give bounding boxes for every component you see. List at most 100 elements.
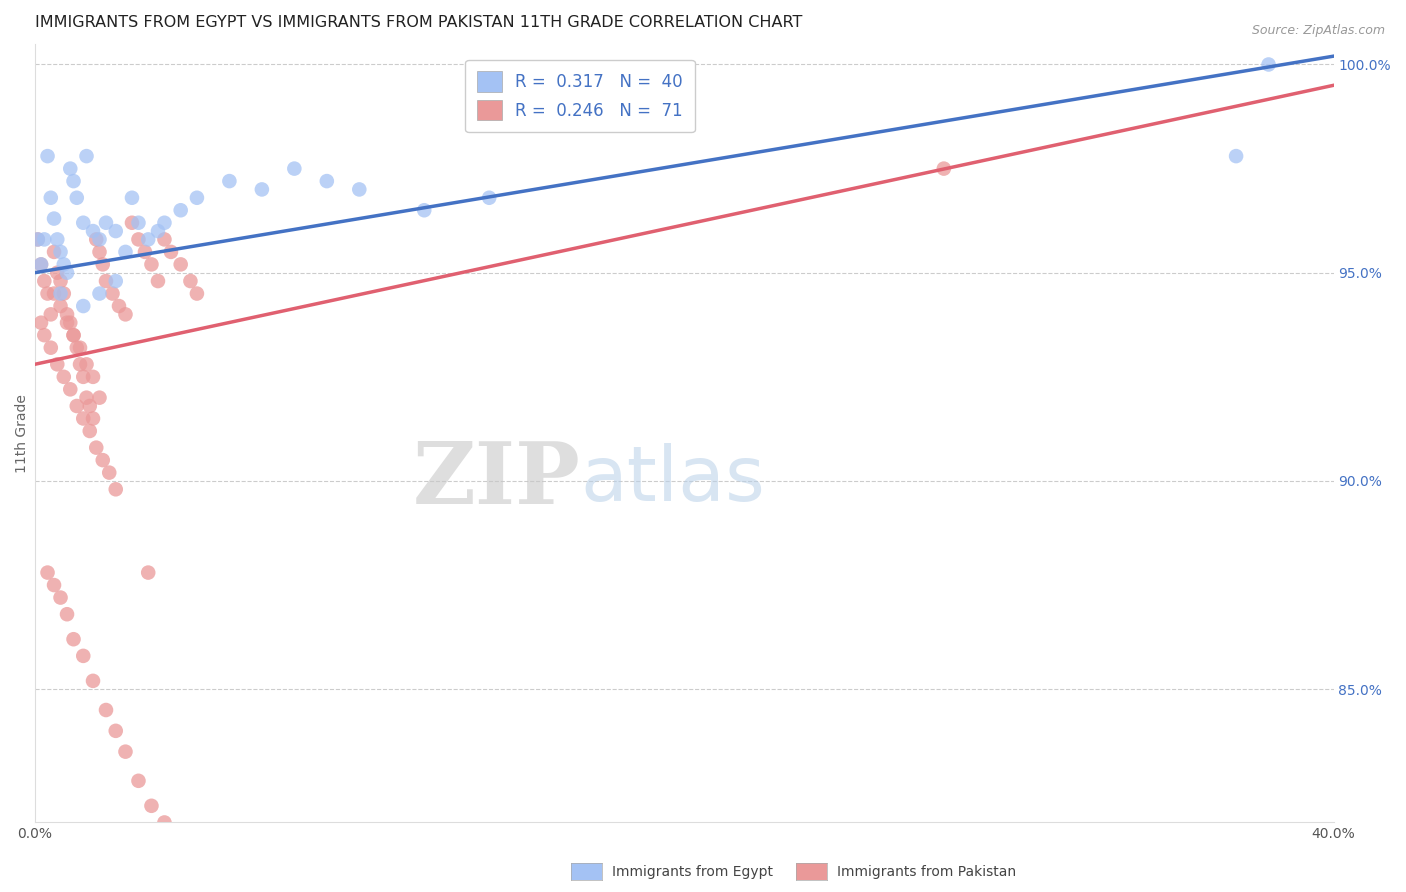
Point	[127, 232, 149, 246]
Point	[79, 399, 101, 413]
Point	[52, 286, 75, 301]
Point	[94, 703, 117, 717]
Point	[30, 257, 52, 271]
Point	[62, 174, 84, 188]
Point	[34, 232, 56, 246]
Legend: R =  0.317   N =  40, R =  0.246   N =  71: R = 0.317 N = 40, R = 0.246 N = 71	[465, 60, 695, 132]
Point	[121, 191, 143, 205]
Point	[42, 578, 65, 592]
Point	[478, 191, 501, 205]
Point	[89, 391, 111, 405]
Point	[170, 257, 193, 271]
Point	[104, 483, 127, 497]
Point	[1257, 57, 1279, 71]
Point	[104, 224, 127, 238]
Point	[349, 182, 371, 196]
Point	[179, 274, 201, 288]
Point	[62, 328, 84, 343]
Text: Source: ZipAtlas.com: Source: ZipAtlas.com	[1251, 24, 1385, 37]
Point	[30, 257, 52, 271]
Point	[136, 232, 159, 246]
Point	[91, 257, 114, 271]
Text: ZIP: ZIP	[412, 438, 581, 522]
Point	[94, 216, 117, 230]
Point	[146, 224, 169, 238]
Point	[84, 441, 107, 455]
Point	[59, 316, 82, 330]
Point	[56, 307, 79, 321]
Point	[52, 369, 75, 384]
Point	[186, 286, 208, 301]
Point	[89, 232, 111, 246]
Point	[27, 232, 49, 246]
Point	[39, 341, 62, 355]
Point	[72, 216, 94, 230]
Point	[49, 286, 72, 301]
Point	[104, 274, 127, 288]
Point	[413, 203, 436, 218]
Point	[89, 244, 111, 259]
Point	[56, 316, 79, 330]
Point	[72, 299, 94, 313]
Point	[82, 411, 104, 425]
Point	[76, 391, 98, 405]
Point	[153, 216, 176, 230]
Point	[66, 191, 89, 205]
Point	[42, 244, 65, 259]
Point	[108, 299, 131, 313]
Point	[127, 773, 149, 788]
Point	[84, 232, 107, 246]
Point	[160, 244, 183, 259]
Point	[49, 591, 72, 605]
Point	[72, 369, 94, 384]
Text: Immigrants from Pakistan: Immigrants from Pakistan	[837, 865, 1015, 880]
Point	[69, 341, 91, 355]
Text: Immigrants from Egypt: Immigrants from Egypt	[612, 865, 773, 880]
Point	[82, 673, 104, 688]
Point	[141, 798, 163, 813]
Point	[30, 316, 52, 330]
Point	[153, 815, 176, 830]
Point	[27, 232, 49, 246]
Y-axis label: 11th Grade: 11th Grade	[15, 393, 30, 473]
Point	[46, 232, 69, 246]
Point	[82, 224, 104, 238]
Point	[146, 274, 169, 288]
Point	[218, 174, 240, 188]
Point	[82, 369, 104, 384]
Point	[72, 411, 94, 425]
Point	[932, 161, 955, 176]
Point	[39, 307, 62, 321]
Point	[98, 466, 121, 480]
Point	[136, 566, 159, 580]
Point	[49, 274, 72, 288]
Point	[121, 216, 143, 230]
Point	[250, 182, 273, 196]
Point	[127, 216, 149, 230]
Point	[37, 286, 59, 301]
Point	[49, 244, 72, 259]
Point	[315, 174, 337, 188]
Point	[46, 266, 69, 280]
Point	[56, 266, 79, 280]
Point	[37, 566, 59, 580]
Point	[34, 328, 56, 343]
Point	[114, 244, 136, 259]
Point	[79, 424, 101, 438]
Point	[56, 607, 79, 622]
Point	[186, 191, 208, 205]
Point	[72, 648, 94, 663]
Point	[94, 274, 117, 288]
Point	[59, 382, 82, 396]
Point	[114, 307, 136, 321]
Text: atlas: atlas	[581, 442, 765, 516]
Point	[104, 723, 127, 738]
Point	[170, 203, 193, 218]
Point	[34, 274, 56, 288]
Point	[62, 632, 84, 647]
Point	[46, 357, 69, 371]
Point	[134, 244, 156, 259]
Point	[91, 453, 114, 467]
Point	[76, 357, 98, 371]
Point	[153, 232, 176, 246]
